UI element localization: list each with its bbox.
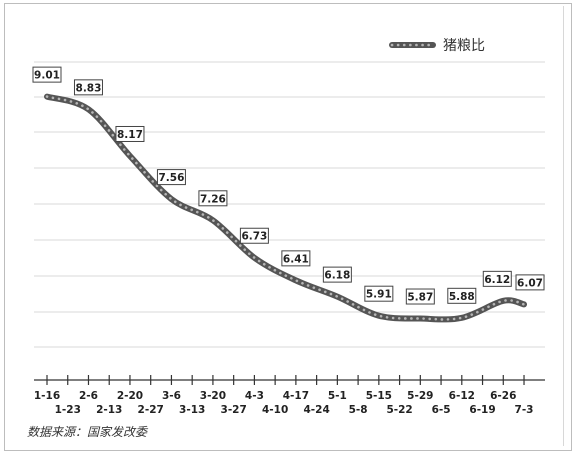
- x-tick-label: 2-27: [138, 404, 164, 416]
- data-label-box: [156, 169, 186, 186]
- x-tick-label: 5-29: [407, 390, 433, 402]
- x-tick-label: 6-5: [432, 404, 451, 416]
- x-tick-label: 1-23: [55, 404, 81, 416]
- data-label-box: [405, 288, 435, 305]
- x-tick-label: 1-16: [34, 390, 60, 402]
- x-tick-label: 5-15: [366, 390, 392, 402]
- x-tick-label: 6-12: [449, 390, 475, 402]
- data-label: 6.07: [517, 277, 543, 289]
- data-label: 7.56: [158, 172, 184, 184]
- data-label-box: [239, 227, 269, 244]
- x-tick-label: 3-20: [200, 390, 226, 402]
- x-tick-label: 7-3: [515, 404, 534, 416]
- x-tick-label: 3-6: [162, 390, 181, 402]
- data-label: 5.88: [449, 291, 475, 303]
- data-label: 9.01: [34, 70, 60, 82]
- data-label-box: [198, 190, 228, 207]
- data-label-box: [115, 125, 145, 142]
- x-tick-label: 3-27: [221, 404, 247, 416]
- data-label: 7.26: [200, 193, 226, 205]
- x-tick-label: 5-8: [349, 404, 368, 416]
- data-label-box: [364, 285, 394, 302]
- x-tick-label: 5-22: [386, 404, 412, 416]
- x-tick-label: 2-13: [96, 404, 122, 416]
- data-label-box: [32, 66, 62, 83]
- x-tick-label: 6-26: [490, 390, 516, 402]
- data-label-box: [281, 250, 311, 267]
- legend-label: 猪粮比: [443, 38, 485, 54]
- x-tick-label: 5-1: [328, 390, 347, 402]
- x-tick-label: 4-10: [262, 404, 288, 416]
- frame-divider: [563, 6, 564, 446]
- data-label: 5.87: [407, 292, 433, 304]
- source-note: 数据来源：国家发改委: [27, 425, 148, 439]
- x-tick-label: 2-20: [117, 390, 143, 402]
- x-tick-label: 6-19: [469, 404, 495, 416]
- data-label: 8.83: [76, 82, 102, 94]
- data-label: 6.18: [324, 270, 350, 282]
- x-tick-label: 3-13: [179, 404, 205, 416]
- x-tick-label: 2-6: [79, 390, 98, 402]
- data-label-box: [447, 287, 477, 304]
- series-dots: [45, 95, 526, 321]
- chart-frame: [4, 3, 572, 451]
- x-tick-label: 4-17: [283, 390, 309, 402]
- data-label: 8.17: [117, 129, 143, 141]
- data-label: 6.41: [283, 253, 309, 265]
- data-label: 5.91: [366, 289, 392, 301]
- data-label: 6.12: [484, 274, 510, 286]
- data-label-box: [515, 274, 545, 291]
- data-label-box: [73, 79, 103, 96]
- x-tick-label: 4-24: [303, 404, 329, 416]
- data-label: 6.73: [241, 231, 267, 243]
- x-tick-label: 4-3: [245, 390, 264, 402]
- data-label-box: [482, 270, 512, 287]
- data-label-box: [322, 266, 352, 283]
